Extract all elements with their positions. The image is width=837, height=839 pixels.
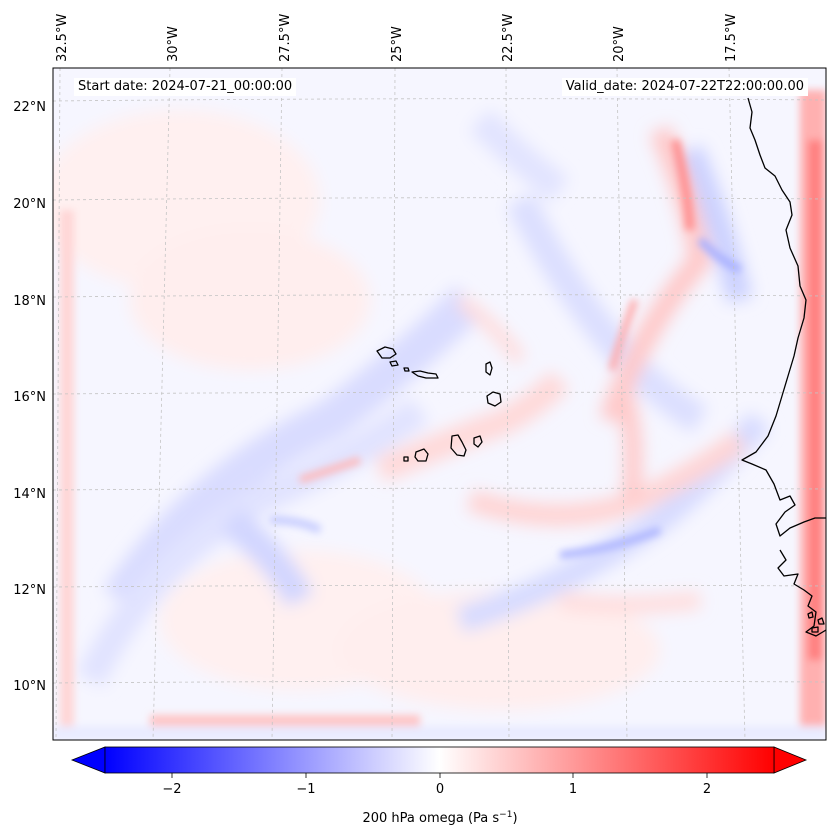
colorbar-tick-1: 1 <box>569 782 577 797</box>
lat-label-20n: 20°N <box>13 197 46 212</box>
colorbar-extend-high <box>773 746 808 774</box>
island-boa-vista <box>486 391 502 407</box>
lat-label-16n: 16°N <box>13 390 46 405</box>
colorbar-extend-low <box>70 746 106 774</box>
colorbar-ticks <box>171 773 708 778</box>
colorbar-tick-0: 0 <box>436 782 444 797</box>
lon-label-25w: 25°W <box>390 26 405 62</box>
island-maio <box>473 435 483 448</box>
africa-coastline-south <box>777 549 826 637</box>
colorbar-tick-neg2: −2 <box>162 782 181 797</box>
coastlines <box>376 97 826 637</box>
lat-label-12n: 12°N <box>13 583 46 598</box>
island-sao-nicolau <box>411 370 439 379</box>
island-fogo <box>414 448 429 462</box>
lon-label-17-5w: 17.5°W <box>724 14 739 62</box>
gridlines <box>53 68 826 740</box>
latitude-labels: 22°N 20°N 18°N 16°N 14°N 12°N 10°N <box>13 100 46 694</box>
omega-field <box>53 109 771 710</box>
lat-label-22n: 22°N <box>13 100 46 115</box>
lon-label-32-5w: 32.5°W <box>55 14 70 62</box>
island-brava <box>403 456 409 462</box>
lon-label-30w: 30°W <box>166 26 181 62</box>
island-sao-vicente <box>389 360 399 367</box>
lon-label-22-5w: 22.5°W <box>501 14 516 62</box>
island-santo-antao <box>376 346 397 359</box>
colorbar-gradient <box>104 746 775 774</box>
map-panel <box>53 68 826 740</box>
lat-label-18n: 18°N <box>13 294 46 309</box>
africa-coastline <box>741 97 826 537</box>
lat-label-14n: 14°N <box>13 487 46 502</box>
lon-label-20w: 20°W <box>612 26 627 62</box>
longitude-labels: 32.5°W 30°W 27.5°W 25°W 22.5°W 20°W 17.5… <box>55 14 739 62</box>
colorbar-tick-neg1: −1 <box>296 782 315 797</box>
start-date-label: Start date: 2024-07-21_00:00:00 <box>74 78 297 96</box>
lon-label-27-5w: 27.5°W <box>278 14 293 62</box>
colorbar-tick-2: 2 <box>703 782 711 797</box>
lat-label-10n: 10°N <box>13 679 46 694</box>
island-santiago <box>450 434 467 457</box>
colorbar-label: 200 hPa omega (Pa s−1) <box>362 810 517 826</box>
valid-date-label: Valid_date: 2024-07-22T22:00:00.00 <box>561 78 808 96</box>
island-sal <box>485 361 493 376</box>
omega-field-sharp <box>53 90 826 740</box>
bijagos-islands <box>807 611 825 633</box>
colorbar: −2 −1 0 1 2 200 hPa omega (Pa s−1) <box>70 746 808 826</box>
map-frame <box>52 67 827 741</box>
island-santa-luzia <box>403 367 410 372</box>
